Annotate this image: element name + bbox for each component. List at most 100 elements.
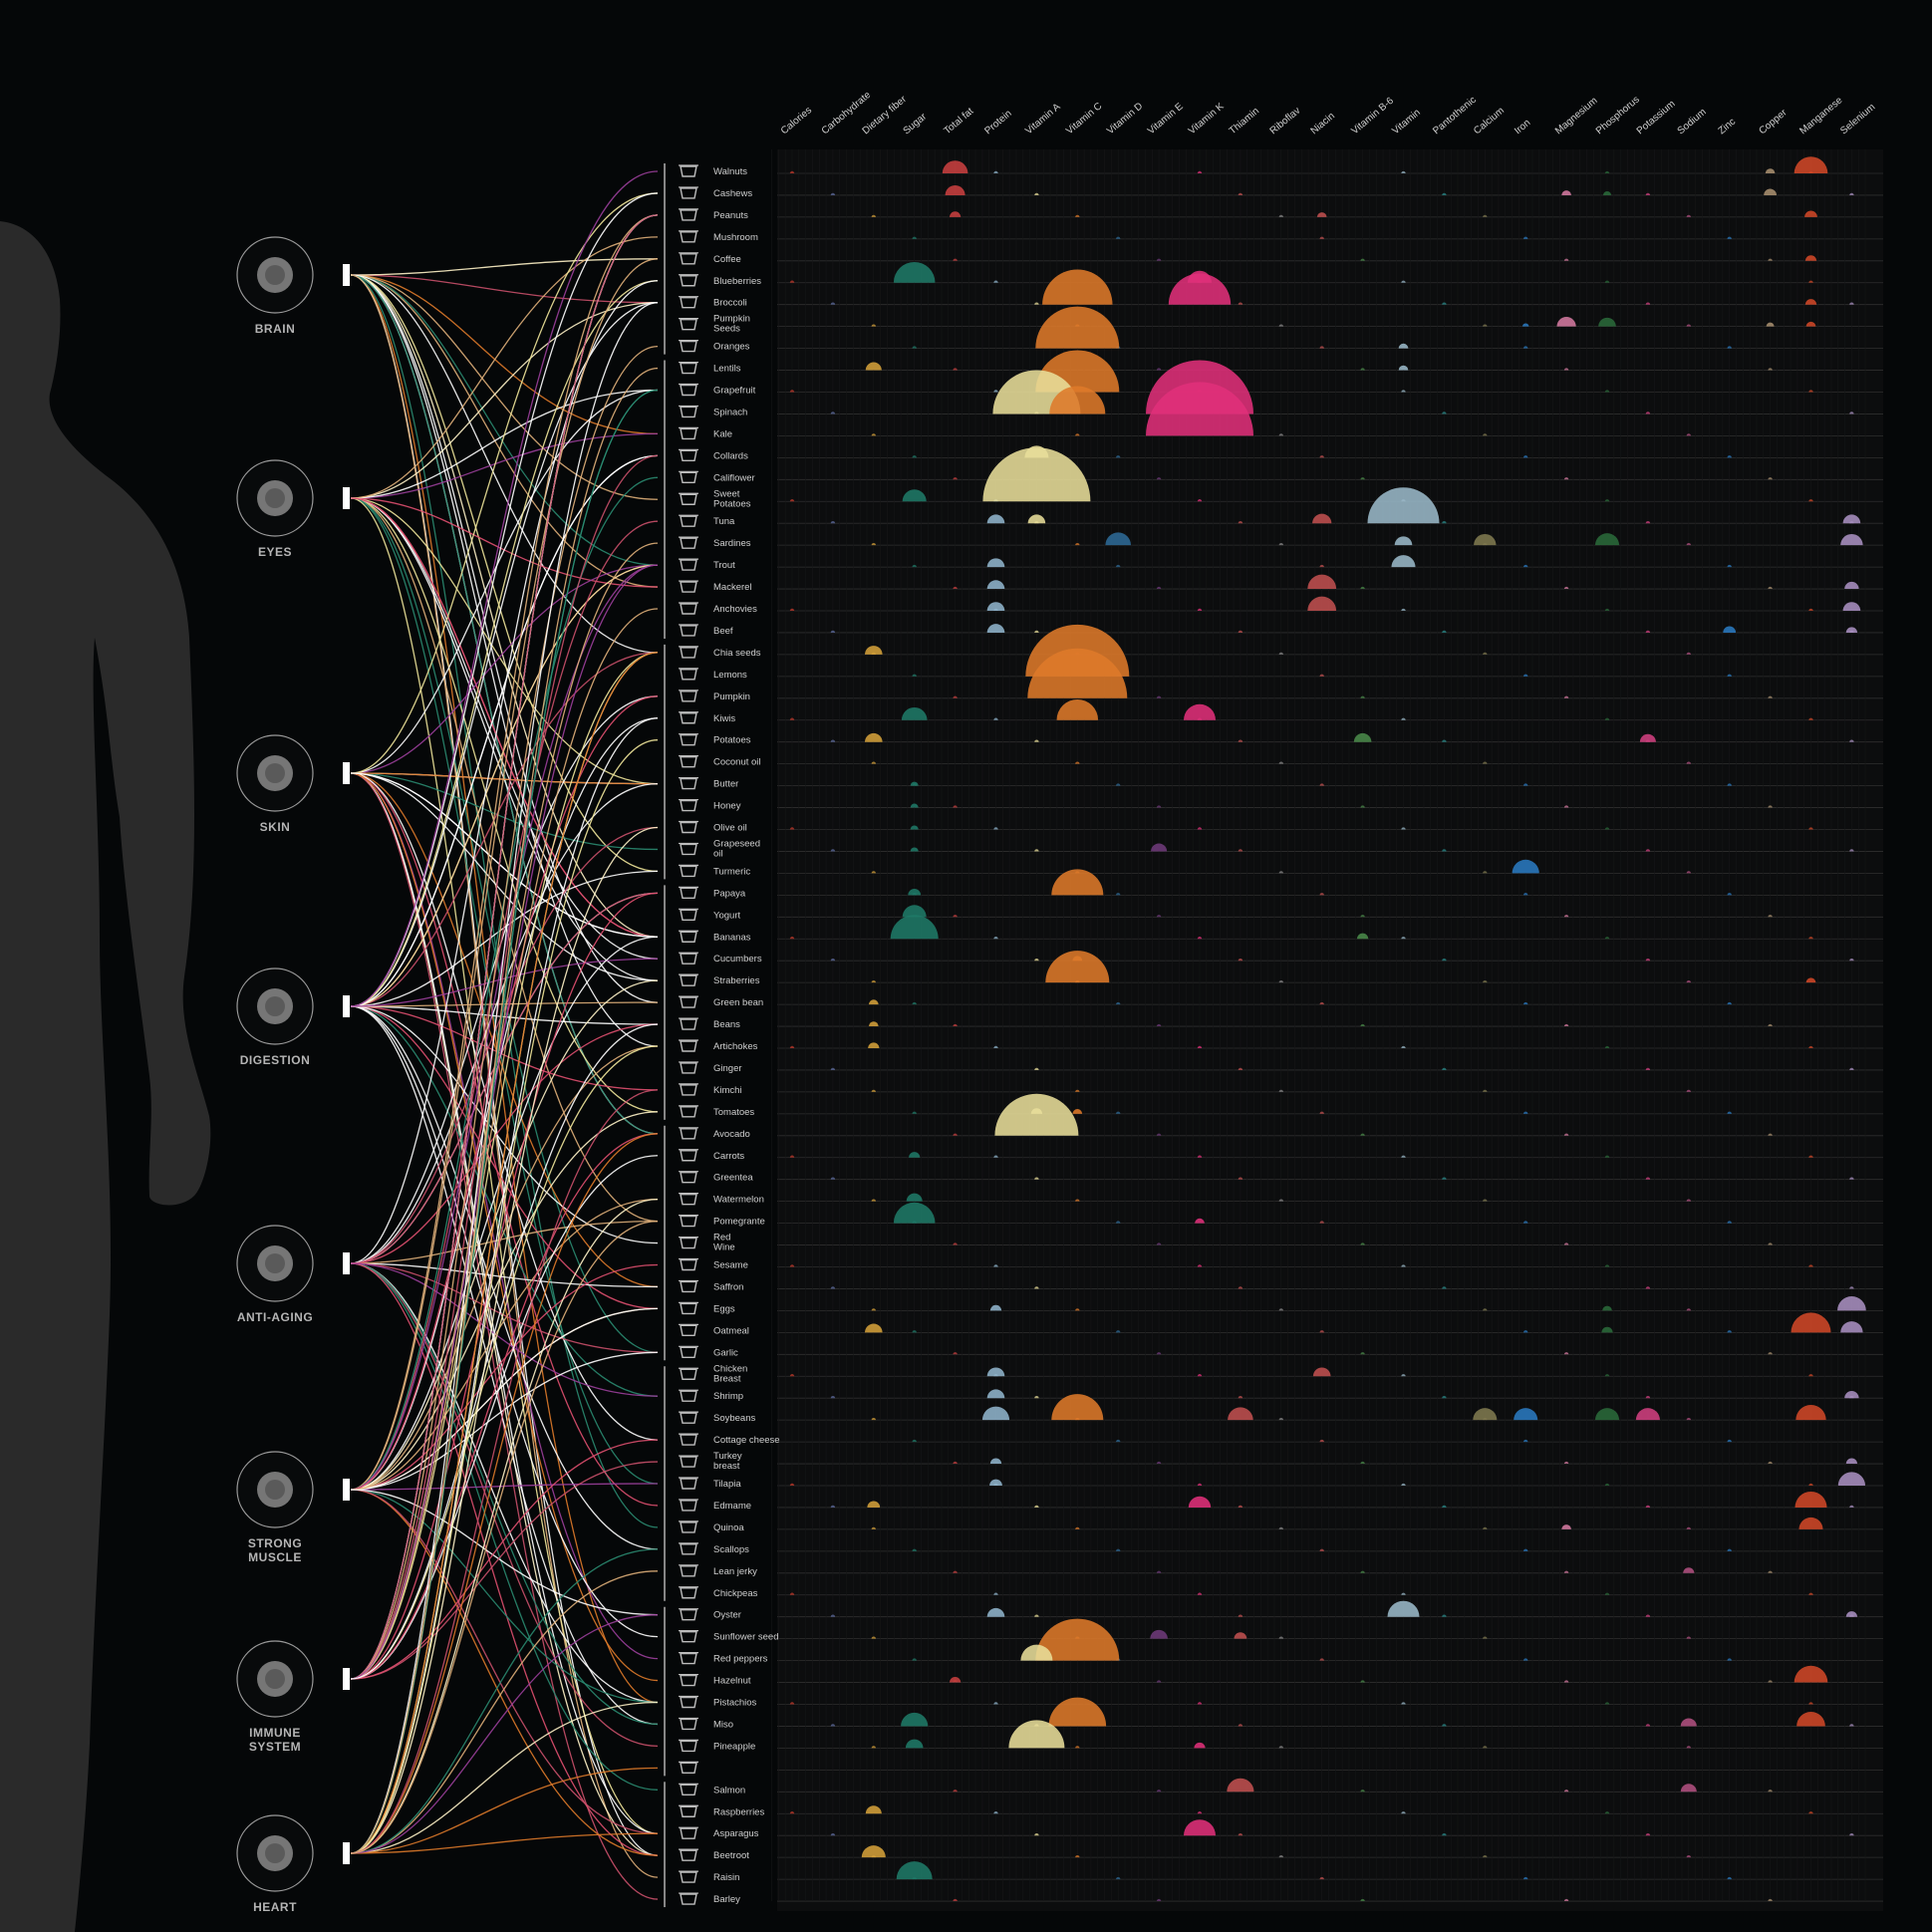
nutrient-dot [993,1264,998,1267]
brain-icon [236,236,314,314]
nutrient-dot [1604,280,1610,283]
nutrient-dot [1442,302,1447,305]
cup-icon [679,646,698,659]
nutrient-dot [1075,1199,1080,1202]
nutrient-bubble [1842,602,1861,611]
nutrient-bubble [865,732,883,742]
nutrient-dot [1116,1221,1121,1224]
nutrient-dot [1727,455,1732,458]
nutrient-dot [912,1439,917,1443]
organ-food-connector [350,1262,659,1704]
cup-icon [679,405,698,418]
nutrient-bubble [867,1501,881,1508]
nutrient-dot [993,1592,998,1595]
food-label: Spinach [713,407,747,417]
food-label: Sardines [713,538,751,549]
nutrient-dot [1686,1526,1691,1529]
cup-icon [679,602,698,615]
food-label: Oyster [713,1610,741,1621]
nutrient-bubble [1556,317,1576,327]
nutrient-bubble [910,825,919,830]
organ-food-connector [350,782,659,1264]
nutrient-dot [1645,1724,1651,1727]
food-label: Edmame [713,1501,751,1512]
nutrient-bubble [1168,273,1232,305]
nutrient-dot [1156,1023,1162,1027]
nutrient-dot [1645,192,1651,195]
nutrient-bubble [902,905,927,918]
organ-food-connector [350,826,659,1854]
nutrient-dot [1360,915,1365,918]
nutrient-dot [1442,1724,1447,1727]
nutrient-dot [830,1724,836,1727]
nutrient-dot [1849,412,1854,414]
organ-food-connector [350,367,659,1854]
nutrient-dot [912,1001,917,1005]
cup-icon [679,1673,698,1687]
nutrient-dot [1319,455,1324,458]
nutrient-dot [1401,937,1406,940]
nutrient-dot [1075,1089,1080,1092]
nutrient-dot [1604,1592,1610,1595]
nutrient-dot [1523,1111,1528,1114]
cup-icon [679,776,698,790]
nutrient-dot [1808,937,1813,940]
nutrient-bubble [1794,1665,1828,1683]
cup-icon [679,1783,698,1795]
organ-food-connector [350,1262,659,1353]
nutrient-dot [1401,1155,1406,1158]
nutrient-dot [1442,849,1447,852]
nutrient-dot [1604,1702,1610,1705]
nutrient-dot [1686,1854,1691,1858]
nutrient-dot [1645,1286,1651,1289]
nutrient-dot [1360,1898,1365,1902]
nutrient-dot [1768,1242,1773,1245]
nutrient-dot [1645,521,1651,524]
nutrient-bubble [1027,514,1046,524]
nutrient-dot [789,717,795,720]
nutrient-dot [953,1352,958,1355]
food-label: Papaya [713,888,746,899]
nutrient-dot [1319,674,1324,677]
nutrient-bubble [1474,533,1497,546]
cup-icon [679,1520,698,1533]
organ-food-connector [350,652,659,1007]
nutrient-dot [1401,1374,1406,1377]
nutrient-dot [1523,1001,1528,1005]
nutrient-dot [1116,1876,1121,1880]
organ-food-connector [350,1262,659,1397]
nutrient-dot [1808,1811,1813,1814]
food-label: Straberries [713,975,760,986]
nutrient-dot [1563,1352,1569,1355]
nutrient-dot [1238,1724,1243,1727]
nutrient-bubble [1837,1472,1865,1486]
nutrient-dot [1034,192,1039,195]
organ-food-connector [350,274,659,873]
nutrient-bubble [1150,1629,1168,1639]
nutrient-dot [1483,871,1488,874]
nutrient-dot [1686,871,1691,874]
food-label: Green bean [713,997,763,1008]
nutrient-dot [1278,871,1283,874]
food-label: Soybeans [713,1413,756,1424]
cup-icon [679,1214,698,1228]
nutrient-bubble [1184,703,1216,720]
nutrient-dot [1849,1832,1854,1836]
nutrient-bubble [1051,1394,1104,1421]
nutrient-dot [871,761,876,764]
nutrient-dot [912,236,917,239]
nutrient-dot [993,1045,998,1048]
nutrient-dot [953,1898,958,1902]
nutrient-dot [789,280,795,283]
nutrient-bubble [861,1845,886,1858]
organ-connector-tab [343,995,350,1017]
food-label: Miso [713,1719,733,1730]
nutrient-dot [1116,1548,1121,1551]
nutrient-dot [1808,1155,1813,1158]
nutrient-bubble [1723,626,1737,633]
organ-label: BRAIN [255,322,296,336]
nutrient-dot [1360,258,1365,261]
organ-food-connector [350,1351,659,1491]
nutrient-bubble [1805,977,1816,983]
